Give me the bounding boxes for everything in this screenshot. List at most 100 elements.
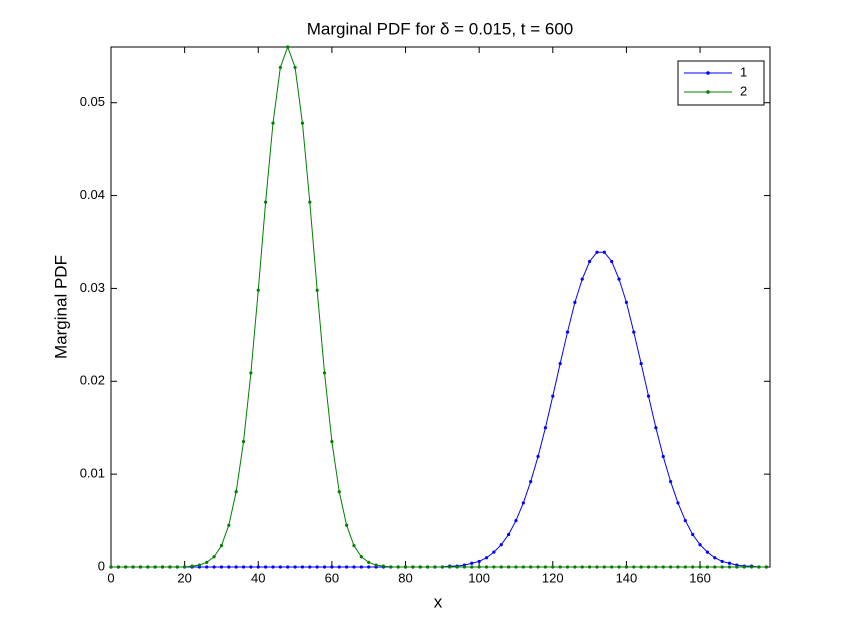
chart-title: Marginal PDF for δ = 0.015, t = 600 <box>307 19 574 38</box>
data-point <box>300 121 305 125</box>
data-point <box>322 371 327 375</box>
data-point <box>345 523 349 527</box>
data-point <box>205 560 209 564</box>
data-point <box>639 362 643 366</box>
data-point <box>462 565 467 569</box>
data-point <box>632 330 636 334</box>
data-point <box>359 565 363 569</box>
data-point <box>536 454 540 459</box>
data-point <box>580 565 584 569</box>
data-point <box>727 561 732 565</box>
data-point <box>757 565 761 569</box>
data-point <box>595 250 599 254</box>
data-point <box>691 565 695 569</box>
data-point <box>293 565 297 569</box>
data-point <box>698 565 702 569</box>
data-point <box>249 371 253 375</box>
data-point <box>654 426 658 430</box>
data-point <box>646 565 651 569</box>
data-point <box>529 565 533 569</box>
data-point <box>477 565 481 569</box>
data-point <box>573 565 577 569</box>
data-point <box>470 561 474 565</box>
data-point <box>624 300 629 304</box>
data-point <box>359 555 363 559</box>
data-point <box>212 555 216 559</box>
data-point <box>418 565 422 569</box>
x-tick-label: 160 <box>689 570 711 585</box>
data-point <box>190 564 194 568</box>
data-point <box>455 565 459 569</box>
legend-box <box>677 60 765 106</box>
x-axis-label: x <box>434 592 443 611</box>
y-tick-label: 0.02 <box>80 373 105 388</box>
data-point <box>396 565 400 569</box>
data-point <box>286 565 290 569</box>
data-point <box>352 565 356 569</box>
data-point <box>153 565 157 569</box>
data-point <box>588 565 592 569</box>
data-point <box>293 65 297 70</box>
data-point <box>249 565 253 569</box>
data-point <box>241 440 246 444</box>
data-point <box>558 362 562 366</box>
data-point <box>521 565 525 569</box>
data-point <box>720 559 724 564</box>
data-point <box>241 565 246 569</box>
data-point <box>624 565 629 569</box>
data-point <box>403 565 408 569</box>
data-point <box>374 563 378 567</box>
y-tick-label: 0 <box>98 558 105 573</box>
data-point <box>175 565 179 569</box>
data-point <box>138 565 143 569</box>
data-point <box>256 288 260 292</box>
data-point <box>227 523 231 527</box>
data-point <box>521 501 525 505</box>
data-point <box>315 565 319 569</box>
data-point <box>330 565 334 569</box>
data-point <box>580 277 584 281</box>
data-point <box>668 479 673 484</box>
data-point <box>691 532 695 537</box>
data-point <box>271 565 275 569</box>
data-point <box>286 45 290 49</box>
data-point <box>720 565 724 569</box>
data-point <box>168 565 172 569</box>
x-tick-label: 140 <box>616 570 638 585</box>
data-point <box>381 564 386 568</box>
y-tick-label: 0.01 <box>80 466 105 481</box>
data-point <box>654 565 658 569</box>
data-point <box>146 565 150 569</box>
data-point <box>551 394 555 398</box>
data-point <box>440 565 444 569</box>
data-point <box>661 565 665 569</box>
data-point <box>661 454 665 459</box>
data-point <box>345 565 349 569</box>
data-point <box>499 543 503 547</box>
data-point <box>617 277 621 281</box>
data-point <box>300 565 305 569</box>
plot-area <box>110 46 771 568</box>
data-point <box>713 565 717 569</box>
data-point <box>632 565 636 569</box>
data-point <box>234 490 238 494</box>
data-point <box>595 565 599 569</box>
data-point <box>749 565 754 569</box>
data-point <box>271 121 275 125</box>
data-point <box>234 565 238 569</box>
data-point <box>742 565 746 569</box>
data-point <box>367 565 371 569</box>
data-point <box>264 565 268 569</box>
data-point <box>219 544 224 548</box>
data-point <box>205 565 209 569</box>
data-point <box>514 565 518 569</box>
x-tick-label: 60 <box>325 570 339 585</box>
data-point <box>352 544 356 548</box>
data-point <box>602 565 606 569</box>
y-tick-label: 0.05 <box>80 94 105 109</box>
data-point <box>212 565 216 569</box>
data-point <box>610 565 614 569</box>
y-axis-label: Marginal PDF <box>51 255 70 359</box>
data-point <box>411 565 415 569</box>
